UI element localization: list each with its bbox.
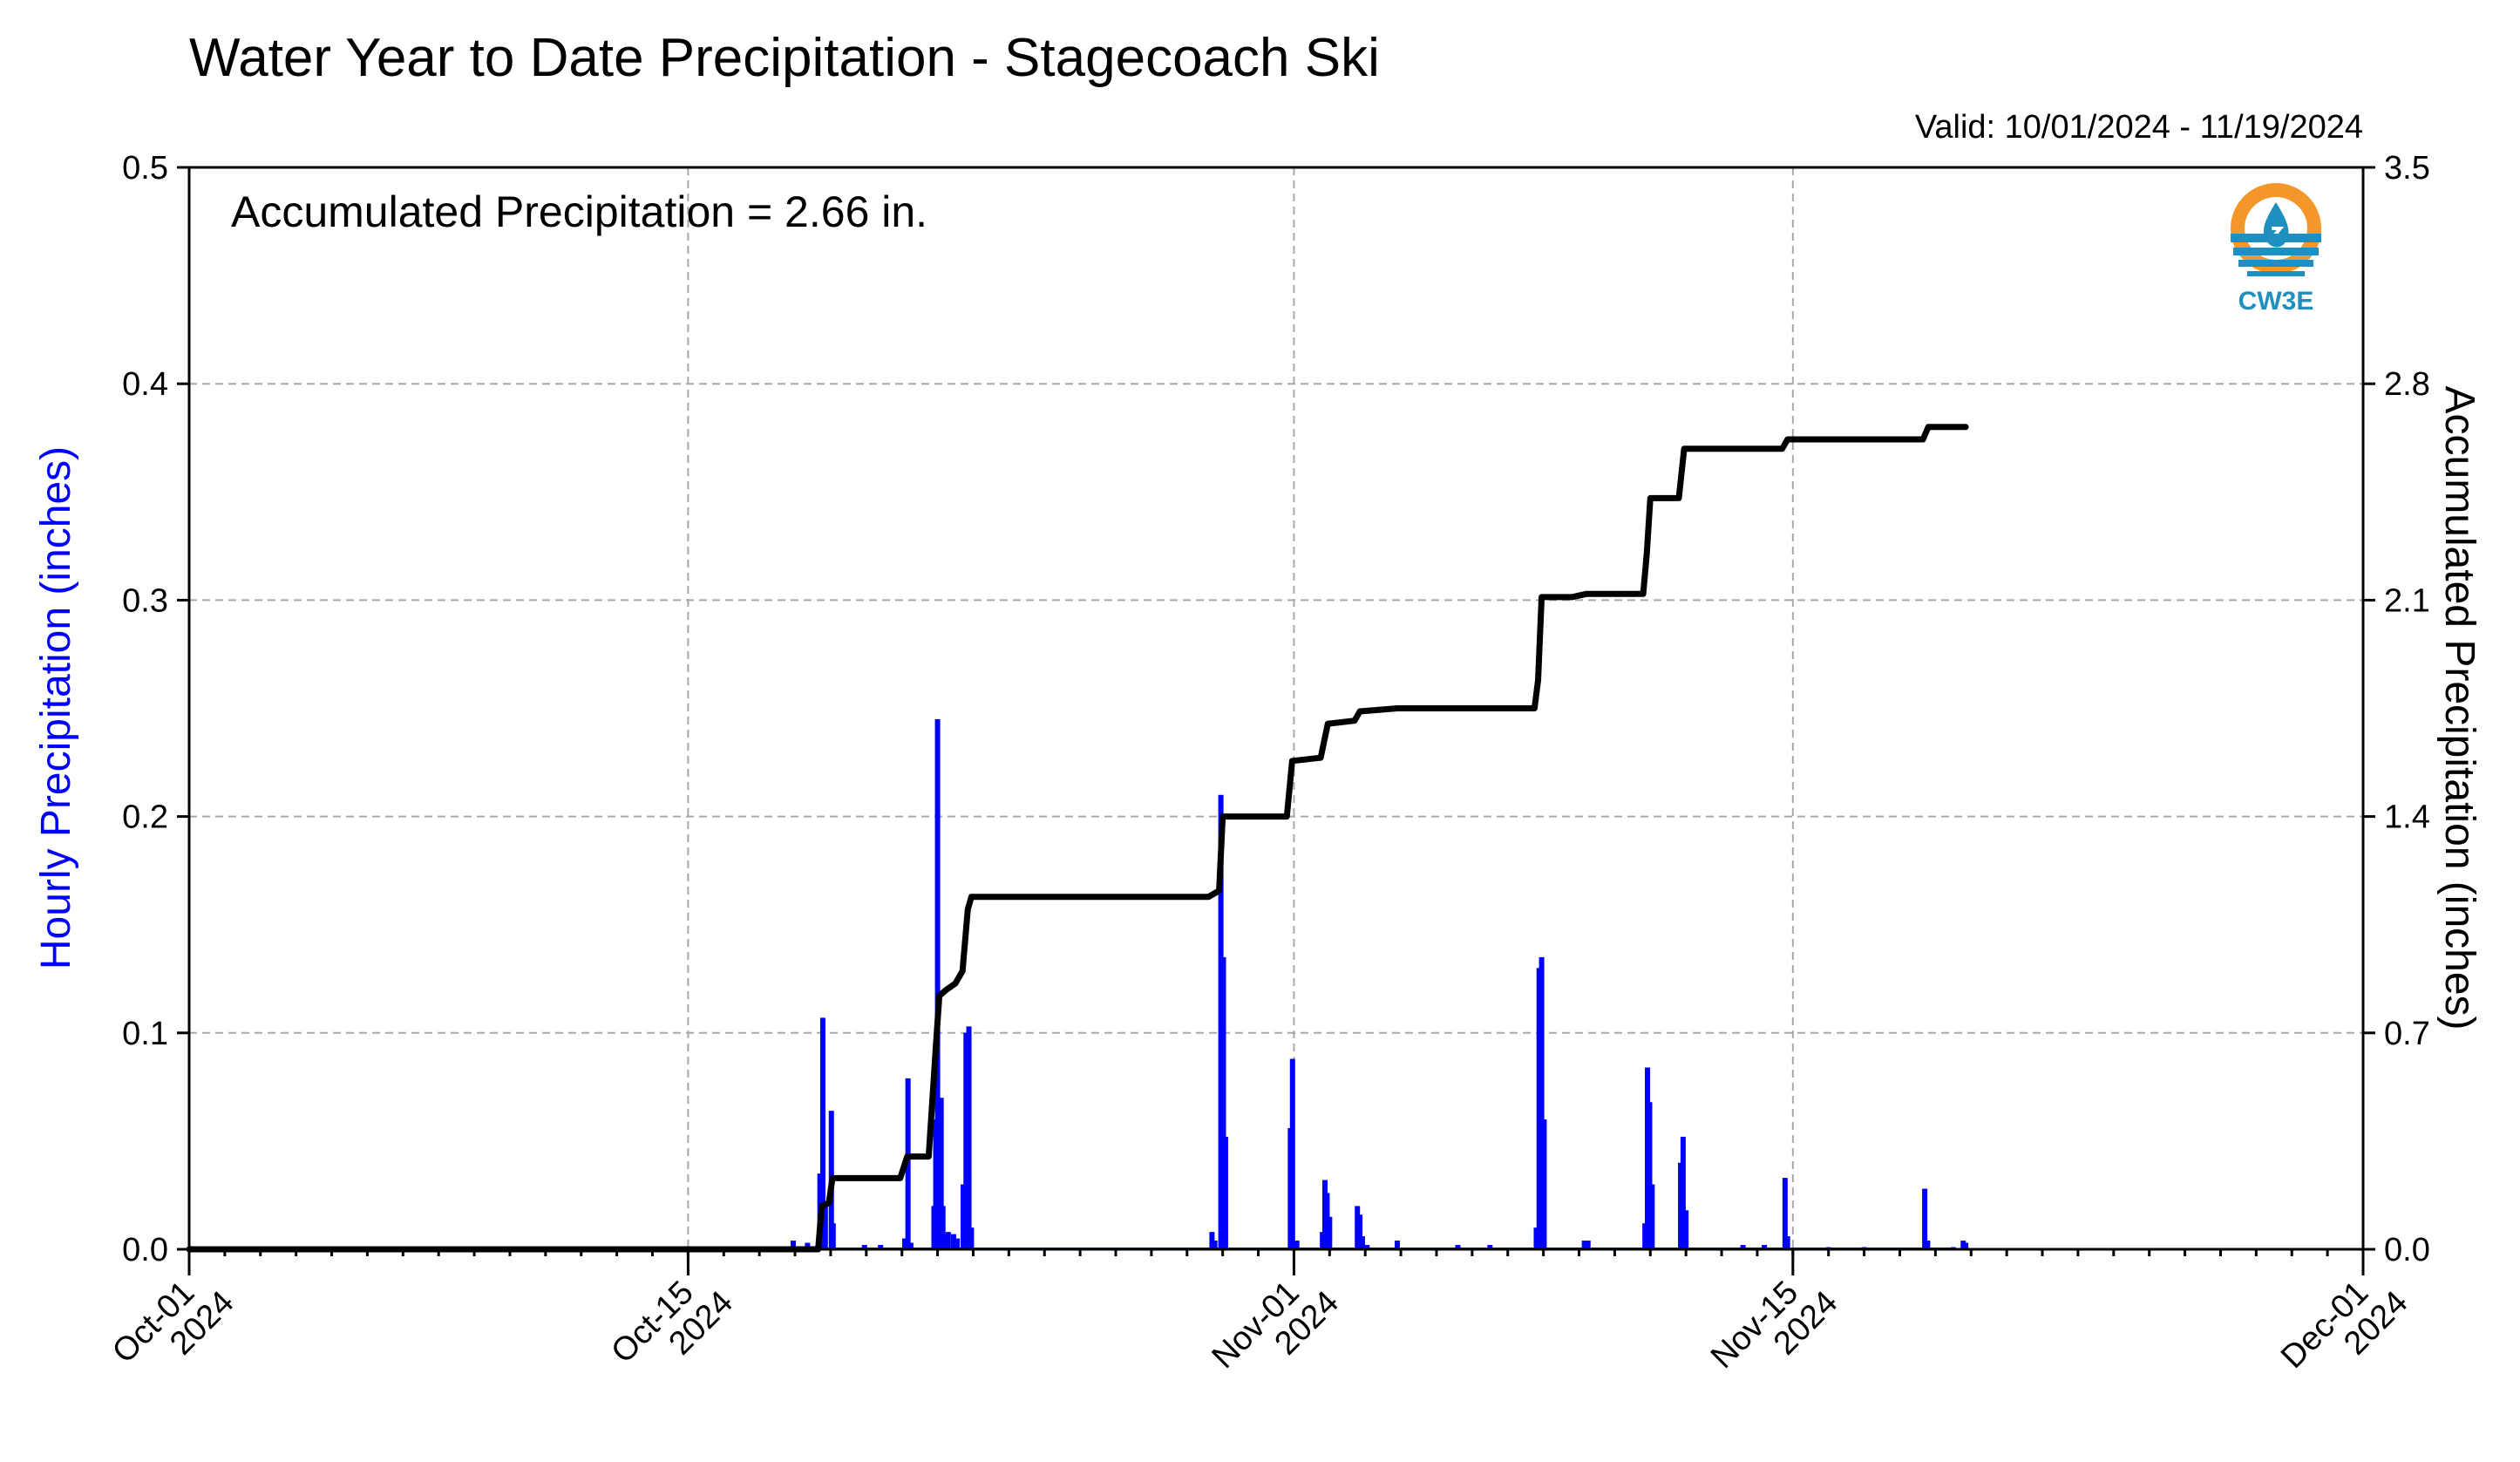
hourly-bar [934,718,941,1249]
hourly-bar [1289,1058,1295,1249]
hourly-bar [1541,1119,1547,1249]
right-tick-label: 0.7 [2384,1016,2430,1052]
hourly-bar [961,1184,967,1249]
left-tick-label: 0.2 [122,799,168,836]
left-tick-label: 0.4 [122,366,168,403]
hourly-bar [1740,1245,1746,1249]
hourly-bar [1395,1241,1401,1249]
hourly-bar [830,1223,836,1249]
hourly-bar [954,1238,961,1249]
hourly-bar [1647,1102,1653,1249]
right-tick-label: 0.0 [2384,1232,2430,1268]
right-tick-label: 3.5 [2384,150,2430,187]
hourly-bar [1220,956,1226,1249]
left-tick-label: 0.5 [122,150,168,187]
hourly-bar [1455,1245,1461,1249]
hourly-bar [1680,1136,1686,1249]
right-tick-label: 1.4 [2384,799,2430,836]
hourly-bar [791,1241,797,1249]
hourly-bar [1487,1245,1493,1249]
right-tick-label: 2.1 [2384,582,2430,619]
hourly-bar [963,1032,969,1249]
hourly-bar [940,1206,946,1249]
hourly-bar [1294,1241,1300,1249]
hourly-bar [1683,1210,1689,1249]
hourly-bar [1364,1245,1370,1249]
hourly-bar [819,1017,825,1249]
plot-frame [187,166,2365,1251]
hourly-bar [1327,1216,1333,1249]
hourly-bar [945,1232,951,1249]
hourly-bar [1963,1242,1969,1249]
hourly-bar [968,1227,975,1249]
hourly-bar [822,1206,828,1249]
logo-text: CW3E [2238,287,2314,316]
hourly-bar [1538,956,1545,1249]
hourly-bar [938,1098,944,1249]
left-axis: 0.0 0.1 0.2 0.3 0.4 0.5 [122,150,189,1268]
chart-title: Water Year to Date Precipitation - Stage… [189,28,1380,88]
left-axis-label: Hourly Precipitation (inches) [33,446,79,969]
hourly-precipitation-bars [787,718,1969,1249]
hourly-bar [1784,1236,1790,1249]
hourly-bar [1925,1241,1931,1249]
hourly-bar [966,1026,972,1249]
hourly-bar [1581,1241,1587,1249]
valid-date-range: Valid: 10/01/2024 - 11/19/2024 [1915,109,2363,146]
hourly-bar [1209,1232,1215,1249]
right-tick-label: 2.8 [2384,366,2430,403]
hourly-bar [950,1234,956,1249]
hourly-bar [1357,1214,1363,1249]
hourly-bar [1782,1178,1788,1249]
hourly-bar [1533,1227,1539,1249]
accumulated-precipitation-line [186,424,1969,1253]
accumulated-annotation: Accumulated Precipitation = 2.66 in. [231,187,927,236]
accumulated-line [186,424,1969,1253]
left-tick-label: 0.3 [122,582,168,619]
hourly-bar [1922,1188,1928,1249]
hourly-bar [1762,1245,1768,1249]
cw3e-logo: CW3E [2231,183,2321,316]
hourly-bar [1359,1236,1365,1249]
hourly-bar [1585,1241,1591,1249]
hourly-bar [1649,1184,1655,1249]
hourly-bar [907,1242,914,1249]
hourly-bar [805,1242,811,1249]
right-axis-label: Accumulated Precipitation (inches) [2436,385,2483,1030]
hourly-bar [901,1238,907,1249]
grid [189,167,2363,1249]
hourly-bar [1222,1136,1228,1249]
right-axis: 0.0 0.7 1.4 2.1 2.8 3.5 [2363,150,2430,1268]
hourly-bar [1212,1241,1218,1249]
hourly-bar [861,1245,867,1249]
left-tick-label: 0.1 [122,1016,168,1052]
left-tick-label: 0.0 [122,1232,168,1268]
hourly-bar [878,1245,884,1249]
